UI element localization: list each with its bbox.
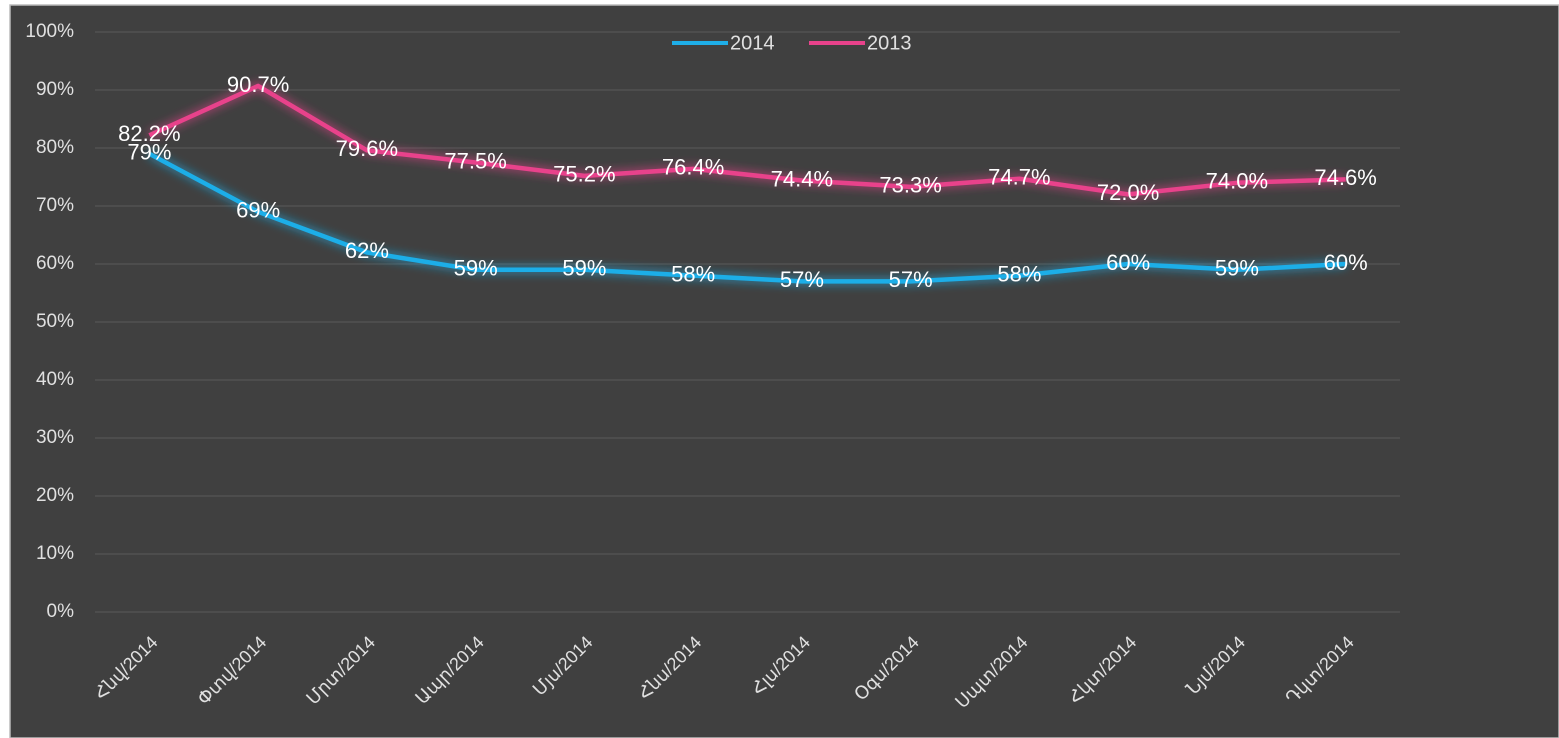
y-tick-label: 60% bbox=[36, 253, 74, 274]
data-label: 72.0% bbox=[1097, 180, 1159, 205]
data-label: 74.4% bbox=[771, 166, 833, 191]
y-tick-label: 0% bbox=[47, 601, 75, 622]
data-label: 77.5% bbox=[444, 148, 506, 173]
data-label: 74.7% bbox=[988, 165, 1050, 190]
data-label: 57% bbox=[780, 267, 824, 292]
data-label: 90.7% bbox=[227, 72, 289, 97]
data-label: 75.2% bbox=[553, 162, 615, 187]
chart-background bbox=[9, 4, 1559, 738]
data-label: 60% bbox=[1324, 250, 1368, 275]
data-label: 82.2% bbox=[118, 121, 180, 146]
data-label: 69% bbox=[236, 198, 280, 223]
y-tick-label: 100% bbox=[25, 21, 74, 42]
data-label: 60% bbox=[1106, 250, 1150, 275]
data-label: 79.6% bbox=[336, 136, 398, 161]
data-label: 79% bbox=[127, 140, 171, 165]
data-label: 74.6% bbox=[1314, 165, 1376, 190]
y-tick-label: 90% bbox=[36, 79, 74, 100]
data-label: 73.3% bbox=[879, 173, 941, 198]
series-line bbox=[148, 151, 1346, 284]
y-tick-label: 80% bbox=[36, 137, 74, 158]
y-tick-label: 30% bbox=[36, 427, 74, 448]
series-line bbox=[148, 83, 1346, 197]
data-label: 59% bbox=[454, 256, 498, 281]
data-label: 59% bbox=[562, 256, 606, 281]
y-tick-label: 20% bbox=[36, 485, 74, 506]
data-label: 58% bbox=[671, 261, 715, 286]
data-label: 57% bbox=[889, 267, 933, 292]
y-tick-label: 40% bbox=[36, 369, 74, 390]
data-label: 62% bbox=[345, 238, 389, 263]
data-label: 58% bbox=[997, 261, 1041, 286]
y-tick-label: 50% bbox=[36, 311, 74, 332]
y-tick-label: 70% bbox=[36, 195, 74, 216]
data-label: 59% bbox=[1215, 256, 1259, 281]
data-label: 76.4% bbox=[662, 155, 724, 180]
legend-label: 2013 bbox=[867, 32, 912, 54]
data-label: 74.0% bbox=[1206, 169, 1268, 194]
y-tick-label: 10% bbox=[36, 543, 74, 564]
legend-label: 2014 bbox=[730, 32, 775, 54]
